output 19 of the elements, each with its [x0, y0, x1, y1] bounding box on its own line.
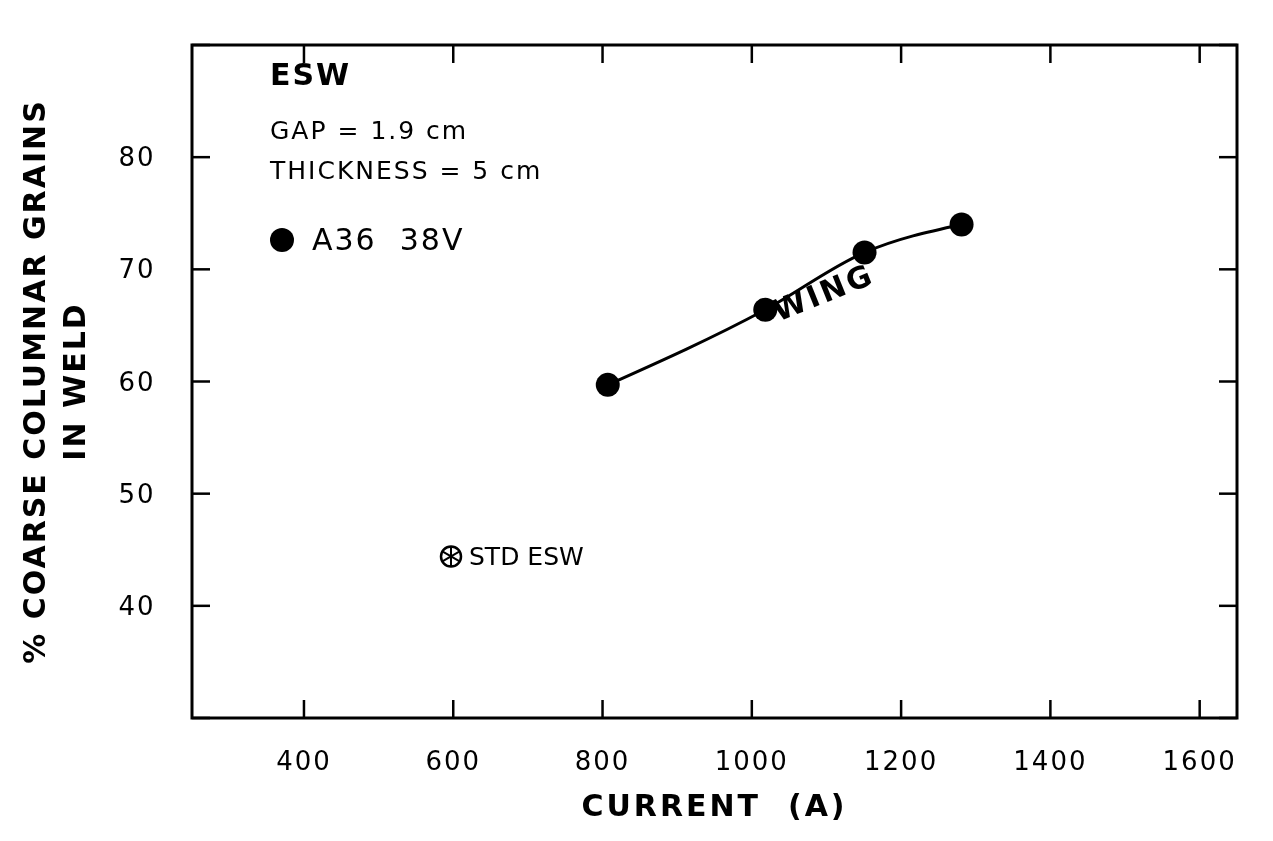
- x-tick-label: 1400: [1013, 746, 1088, 776]
- legend-label: A36 38V: [312, 222, 465, 257]
- x-tick-label: 1200: [864, 746, 939, 776]
- y-tick-label: 50: [118, 478, 156, 509]
- x-axis-title: CURRENT (A): [581, 788, 848, 823]
- legend-label: STD ESW: [469, 542, 584, 572]
- x-tick-label: 1600: [1162, 746, 1237, 776]
- x-tick-label: 800: [574, 746, 631, 776]
- annotation: ESW: [270, 57, 352, 92]
- x-tick-label: 1000: [714, 746, 789, 776]
- x-tick-label: 600: [425, 746, 482, 776]
- y-tick-label: 70: [118, 254, 156, 285]
- y-tick-label: 80: [118, 142, 156, 173]
- x-tick-label: 400: [276, 746, 332, 776]
- y-axis-title: % COARSE COLUMNAR GRAINS IN WELD: [17, 99, 92, 664]
- y-tick-label: 40: [118, 590, 156, 621]
- annotation: THICKNESS = 5 cm: [269, 156, 543, 185]
- y-tick-label: 60: [118, 366, 156, 397]
- annotation: GAP = 1.9 cm: [270, 116, 469, 145]
